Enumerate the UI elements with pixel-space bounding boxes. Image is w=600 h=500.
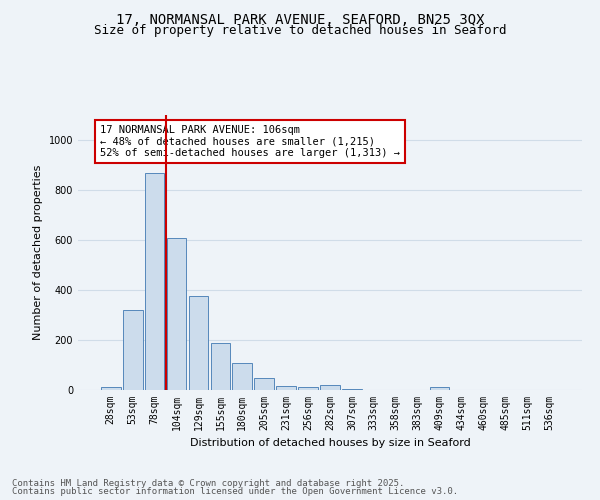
Text: 17, NORMANSAL PARK AVENUE, SEAFORD, BN25 3QX: 17, NORMANSAL PARK AVENUE, SEAFORD, BN25… <box>116 12 484 26</box>
Bar <box>123 310 143 390</box>
Bar <box>430 387 449 390</box>
Text: Size of property relative to detached houses in Seaford: Size of property relative to detached ho… <box>94 24 506 37</box>
Bar <box>298 387 318 390</box>
Bar <box>320 385 340 390</box>
Bar <box>254 378 274 390</box>
Bar <box>101 387 121 390</box>
Text: 17 NORMANSAL PARK AVENUE: 106sqm
← 48% of detached houses are smaller (1,215)
52: 17 NORMANSAL PARK AVENUE: 106sqm ← 48% o… <box>100 125 400 158</box>
Y-axis label: Number of detached properties: Number of detached properties <box>33 165 43 340</box>
Text: Contains public sector information licensed under the Open Government Licence v3: Contains public sector information licen… <box>12 487 458 496</box>
Bar <box>232 363 252 390</box>
Bar <box>188 296 208 390</box>
Bar <box>342 389 362 390</box>
Text: Contains HM Land Registry data © Crown copyright and database right 2025.: Contains HM Land Registry data © Crown c… <box>12 478 404 488</box>
Bar <box>145 173 164 390</box>
X-axis label: Distribution of detached houses by size in Seaford: Distribution of detached houses by size … <box>190 438 470 448</box>
Bar <box>211 342 230 390</box>
Bar <box>167 238 187 390</box>
Bar <box>276 386 296 390</box>
